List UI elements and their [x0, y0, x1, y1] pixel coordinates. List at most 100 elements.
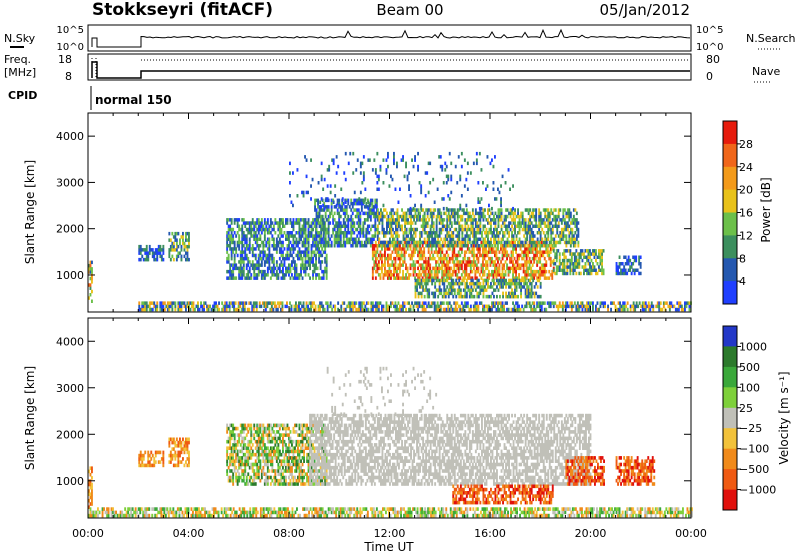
power-cell — [405, 307, 407, 312]
power-cell — [556, 227, 559, 232]
power-cell — [621, 271, 624, 276]
nsky-line — [91, 28, 691, 48]
power-cell — [391, 240, 394, 245]
power-cell — [514, 291, 516, 296]
power-cell — [335, 231, 338, 235]
power-cell — [541, 218, 544, 222]
power-cell — [445, 301, 448, 305]
power-cell — [467, 218, 470, 222]
power-cell — [516, 256, 519, 261]
power-cell — [277, 244, 280, 248]
power-cell — [510, 253, 513, 258]
power-cell — [512, 206, 514, 211]
power-cell — [233, 253, 236, 258]
power-cell — [436, 260, 439, 264]
power-cell — [501, 263, 504, 267]
power-cell — [297, 231, 299, 235]
power-cell — [294, 234, 296, 238]
power-cell — [317, 214, 319, 219]
power-cell — [465, 301, 468, 305]
power-cell — [316, 247, 319, 251]
power-cell — [326, 244, 329, 248]
power-cell — [272, 247, 275, 251]
power-cell — [295, 240, 298, 245]
power-cell — [623, 265, 626, 269]
power-cell — [566, 265, 569, 269]
power-cell — [163, 307, 166, 312]
power-cell — [485, 244, 488, 248]
power-cell — [460, 151, 463, 156]
power-cell — [229, 224, 232, 228]
power-cell — [288, 240, 290, 245]
power-cell — [621, 262, 624, 266]
power-cell — [635, 258, 638, 263]
power-cell — [477, 214, 480, 219]
power-cell — [540, 240, 543, 245]
power-cell — [459, 281, 462, 286]
power-cell — [524, 250, 527, 254]
velocity-cell — [91, 495, 93, 500]
power-cell — [443, 291, 446, 296]
power-cell — [478, 151, 481, 156]
power-cell — [453, 221, 456, 225]
power-cell — [314, 307, 317, 312]
power-cell — [506, 227, 509, 232]
power-cell — [583, 252, 585, 256]
power-cell — [412, 304, 415, 309]
power-cell — [289, 253, 292, 258]
power-cell — [590, 268, 593, 272]
power-cell — [456, 181, 459, 185]
power-cell — [379, 266, 382, 271]
power-cell — [538, 208, 541, 212]
power-cell — [503, 263, 505, 267]
power-cell — [491, 247, 493, 251]
power-cell — [382, 307, 385, 312]
power-cell — [182, 301, 184, 305]
power-cell — [357, 201, 360, 206]
power-cell — [322, 304, 325, 309]
power-cell — [634, 307, 637, 312]
power-cell — [537, 301, 540, 305]
power-cell — [376, 227, 379, 232]
power-cell — [295, 301, 297, 305]
power-cell — [402, 247, 404, 251]
power-cell — [503, 273, 505, 277]
power-cell — [226, 221, 229, 225]
power-cell — [396, 244, 399, 248]
power-cell — [500, 211, 503, 216]
power-cell — [656, 304, 659, 309]
power-cell — [316, 240, 319, 245]
power-cell — [298, 218, 301, 222]
power-cell — [307, 273, 310, 277]
power-cell — [291, 273, 293, 277]
power-cell — [422, 240, 425, 245]
power-cell — [303, 263, 305, 267]
power-cell — [544, 208, 547, 212]
power-cell — [511, 237, 513, 241]
power-cell — [473, 294, 476, 299]
power-cell — [358, 197, 361, 201]
power-cell — [524, 281, 527, 286]
power-cell — [450, 161, 453, 166]
power-cell — [230, 256, 233, 261]
power-cell — [615, 271, 618, 276]
power-cell — [142, 304, 145, 309]
power-cell — [526, 237, 529, 241]
power-cell — [437, 234, 440, 238]
power-cell — [414, 263, 416, 267]
power-cell — [389, 231, 391, 235]
power-cell — [232, 273, 235, 277]
power-cell — [236, 244, 239, 248]
power-cell — [533, 301, 536, 305]
power-cell — [369, 214, 372, 219]
power-cell — [301, 218, 304, 222]
power-cell — [268, 266, 271, 271]
beam-title: Beam 00 — [376, 1, 443, 19]
power-cell — [545, 263, 548, 267]
power-cell — [527, 273, 530, 277]
power-cell — [435, 288, 438, 292]
power-cell — [459, 260, 462, 264]
power-cell — [262, 247, 265, 251]
power-cell — [354, 198, 357, 203]
power-cell — [488, 256, 490, 261]
